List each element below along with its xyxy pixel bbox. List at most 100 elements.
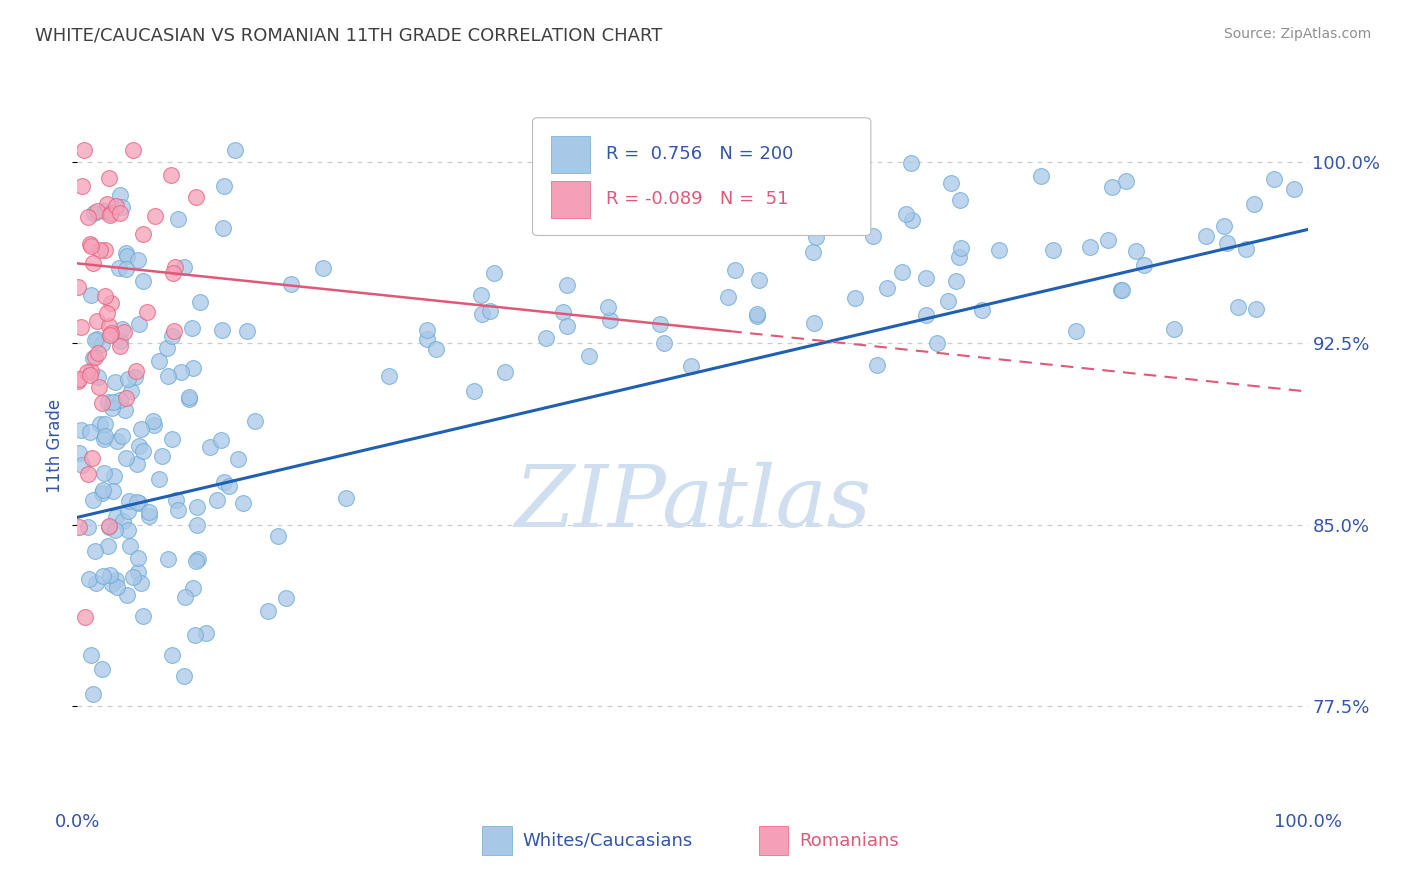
- Point: [1234, 243, 1257, 257]
- Point: [648, 318, 671, 332]
- Point: [186, 190, 208, 204]
- Point: [66, 280, 89, 294]
- Point: [186, 554, 208, 568]
- Point: [1125, 244, 1147, 258]
- Point: [129, 422, 152, 436]
- Point: [98, 519, 121, 533]
- Point: [1115, 174, 1137, 188]
- Point: [94, 243, 117, 257]
- Point: [900, 156, 922, 170]
- Point: [162, 328, 184, 343]
- Point: [181, 582, 204, 596]
- Point: [207, 492, 229, 507]
- Point: [97, 395, 120, 409]
- Point: [150, 449, 173, 463]
- Point: [104, 524, 127, 538]
- Point: [128, 439, 150, 453]
- Point: [747, 310, 769, 324]
- Point: [82, 351, 104, 365]
- Point: [107, 580, 129, 594]
- Point: [97, 539, 120, 553]
- Point: [125, 364, 148, 378]
- Point: [117, 523, 139, 537]
- Point: [901, 213, 924, 227]
- Point: [876, 281, 898, 295]
- Point: [245, 414, 267, 428]
- Point: [79, 237, 101, 252]
- Point: [91, 569, 114, 583]
- Point: [950, 241, 973, 255]
- Point: [104, 375, 127, 389]
- Point: [110, 339, 132, 353]
- Point: [77, 572, 100, 586]
- Point: [129, 576, 152, 591]
- Point: [80, 364, 103, 378]
- Point: [132, 609, 155, 624]
- Point: [69, 423, 91, 437]
- Point: [1263, 172, 1285, 186]
- Point: [87, 346, 110, 360]
- Point: [80, 239, 103, 253]
- Point: [108, 392, 131, 407]
- Point: [98, 208, 121, 222]
- Point: [173, 260, 195, 275]
- Point: [148, 354, 170, 368]
- Point: [91, 483, 114, 497]
- Point: [166, 503, 188, 517]
- Point: [120, 384, 142, 399]
- Point: [91, 486, 114, 500]
- Point: [132, 444, 155, 458]
- Point: [122, 570, 145, 584]
- Point: [187, 552, 209, 566]
- Point: [93, 433, 115, 447]
- Point: [211, 323, 233, 337]
- Point: [125, 457, 148, 471]
- Point: [748, 273, 770, 287]
- Point: [644, 186, 666, 200]
- Point: [470, 288, 492, 302]
- Point: [82, 492, 104, 507]
- Point: [115, 450, 138, 465]
- Point: [156, 551, 179, 566]
- Point: [681, 359, 703, 373]
- Point: [125, 495, 148, 509]
- Point: [104, 573, 127, 587]
- Point: [111, 429, 134, 443]
- Point: [165, 260, 187, 274]
- Point: [143, 417, 166, 432]
- Point: [1132, 258, 1154, 272]
- Point: [93, 429, 115, 443]
- Point: [91, 337, 114, 351]
- Point: [378, 368, 401, 383]
- Point: [67, 372, 90, 386]
- Point: [1109, 283, 1132, 297]
- Point: [80, 288, 103, 302]
- Point: [117, 504, 139, 518]
- Point: [111, 514, 134, 528]
- Point: [173, 669, 195, 683]
- Point: [724, 263, 747, 277]
- Point: [865, 359, 887, 373]
- Point: [114, 391, 136, 405]
- Point: [114, 261, 136, 276]
- Point: [156, 369, 179, 384]
- Point: [948, 250, 970, 264]
- Point: [226, 451, 249, 466]
- Point: [166, 211, 188, 226]
- Point: [184, 627, 207, 641]
- Point: [190, 294, 212, 309]
- Point: [122, 143, 145, 157]
- FancyBboxPatch shape: [551, 136, 591, 173]
- Point: [77, 519, 100, 533]
- Point: [596, 301, 619, 315]
- Point: [988, 243, 1011, 257]
- Point: [1029, 169, 1052, 184]
- Point: [1101, 180, 1123, 194]
- Point: [93, 204, 115, 219]
- Point: [257, 604, 280, 618]
- Point: [148, 472, 170, 486]
- Point: [80, 450, 103, 465]
- Point: [180, 320, 202, 334]
- Point: [198, 440, 221, 454]
- Point: [79, 425, 101, 439]
